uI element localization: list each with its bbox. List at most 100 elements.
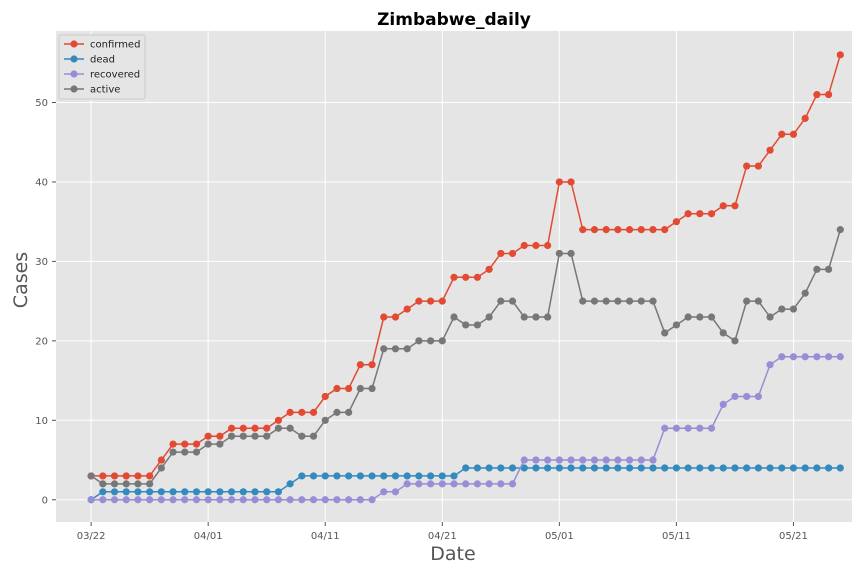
data-point-dead: [239, 488, 247, 496]
data-point-confirmed: [146, 472, 154, 480]
data-point-dead: [544, 464, 552, 472]
data-point-confirmed: [204, 432, 212, 440]
legend-label: recovered: [90, 70, 140, 81]
data-point-dead: [146, 488, 154, 496]
data-point-active: [836, 226, 844, 234]
data-point-recovered: [204, 496, 212, 504]
data-point-confirmed: [286, 408, 294, 416]
data-point-dead: [532, 464, 540, 472]
y-tick-label: 50: [35, 98, 48, 109]
data-point-active: [274, 424, 283, 432]
data-point-confirmed: [590, 226, 599, 234]
data-point-dead: [473, 464, 482, 472]
data-point-dead: [743, 464, 751, 472]
data-point-confirmed: [415, 297, 423, 305]
data-point-active: [251, 432, 259, 440]
data-point-active: [824, 265, 833, 273]
data-point-recovered: [298, 496, 306, 504]
data-point-recovered: [368, 496, 376, 504]
data-point-recovered: [415, 480, 423, 488]
data-point-dead: [836, 464, 844, 472]
data-point-active: [473, 321, 482, 329]
data-point-recovered: [696, 424, 704, 432]
data-point-confirmed: [462, 273, 470, 281]
data-point-confirmed: [614, 226, 622, 234]
series-recovered: [87, 353, 844, 504]
data-point-confirmed: [778, 130, 786, 138]
data-point-recovered: [520, 456, 528, 464]
data-point-dead: [602, 464, 610, 472]
data-point-recovered: [836, 353, 844, 361]
data-point-recovered: [789, 353, 798, 361]
data-point-dead: [368, 472, 376, 480]
data-point-dead: [227, 488, 236, 496]
data-point-active: [99, 480, 107, 488]
data-point-active: [426, 337, 435, 345]
data-point-active: [719, 329, 727, 337]
data-point-dead: [497, 464, 505, 472]
data-point-recovered: [590, 456, 599, 464]
data-point-recovered: [707, 424, 716, 432]
data-point-dead: [485, 464, 493, 472]
data-point-recovered: [286, 496, 294, 504]
data-point-active: [169, 448, 177, 456]
data-point-confirmed: [672, 218, 681, 226]
data-point-confirmed: [99, 472, 107, 480]
data-point-dead: [824, 464, 833, 472]
data-point-confirmed: [473, 273, 482, 281]
data-point-confirmed: [661, 226, 669, 234]
data-point-confirmed: [602, 226, 610, 234]
data-point-confirmed: [754, 162, 762, 170]
data-point-recovered: [192, 496, 201, 504]
data-point-recovered: [403, 480, 411, 488]
data-point-recovered: [614, 456, 622, 464]
data-point-active: [263, 432, 271, 440]
data-point-confirmed: [227, 424, 236, 432]
series-confirmed: [87, 51, 844, 480]
data-point-dead: [356, 472, 364, 480]
data-point-dead: [403, 472, 411, 480]
data-point-recovered: [356, 496, 364, 504]
data-point-confirmed: [707, 210, 716, 218]
data-point-confirmed: [333, 384, 341, 393]
data-point-recovered: [813, 353, 821, 361]
data-point-recovered: [684, 424, 692, 432]
data-point-recovered: [134, 496, 142, 504]
data-point-dead: [684, 464, 692, 472]
data-point-active: [345, 408, 353, 416]
data-point-active: [227, 432, 236, 440]
y-axis-ticks: 0 10 20 30 40 50: [35, 98, 56, 506]
data-point-dead: [274, 488, 283, 496]
data-point-dead: [216, 488, 224, 496]
data-point-active: [778, 305, 786, 313]
data-point-active: [216, 440, 224, 448]
data-point-active: [567, 249, 575, 258]
data-point-recovered: [450, 480, 458, 488]
data-point-dead: [590, 464, 599, 472]
data-point-recovered: [169, 496, 177, 504]
data-point-recovered: [672, 424, 681, 432]
y-tick-label: 30: [35, 257, 48, 268]
data-point-recovered: [426, 480, 435, 488]
data-point-dead: [192, 488, 201, 496]
data-point-recovered: [216, 496, 224, 504]
data-point-recovered: [380, 488, 388, 496]
series-group: [87, 51, 844, 504]
data-point-active: [333, 408, 341, 416]
data-point-recovered: [661, 424, 669, 432]
data-point-dead: [321, 472, 329, 480]
data-point-confirmed: [438, 297, 446, 305]
data-point-active: [661, 329, 669, 337]
data-point-active: [204, 440, 212, 448]
data-point-confirmed: [157, 456, 165, 464]
data-point-recovered: [602, 456, 610, 464]
data-point-dead: [204, 488, 212, 496]
data-point-confirmed: [110, 472, 119, 480]
data-point-recovered: [391, 488, 400, 496]
legend-swatch-marker: [70, 85, 78, 93]
data-point-confirmed: [169, 440, 177, 448]
data-point-dead: [754, 464, 762, 472]
x-tick-label: 04/01: [194, 531, 223, 542]
data-point-recovered: [485, 480, 493, 488]
